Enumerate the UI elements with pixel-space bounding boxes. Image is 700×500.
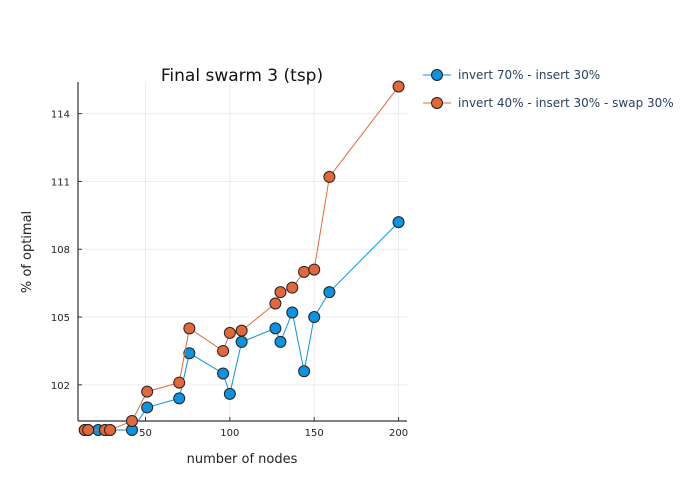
series-line (84, 86, 399, 431)
grid (78, 82, 407, 421)
data-point[interactable] (298, 265, 311, 278)
data-point[interactable] (298, 365, 311, 378)
legend-item-series-2[interactable]: invert 40% - insert 30% - swap 30% (423, 96, 674, 110)
legend-item-series-1[interactable]: invert 70% - insert 30% (423, 68, 600, 82)
data-point[interactable] (308, 311, 321, 324)
data-point[interactable] (141, 385, 154, 398)
y-tick-labels: 102 105 108 111 114 (51, 110, 82, 392)
data-point[interactable] (173, 376, 186, 389)
legend-marker-series-2 (431, 97, 443, 109)
data-point[interactable] (308, 263, 321, 276)
y-axis-title: % of optimal (20, 211, 35, 293)
data-point[interactable] (217, 344, 230, 357)
data-point[interactable] (323, 286, 336, 299)
y-tick-label: 102 (51, 381, 70, 392)
y-tick-label: 105 (51, 313, 70, 324)
data-point[interactable] (125, 415, 138, 427)
data-point[interactable] (323, 170, 336, 183)
series-2 (78, 80, 405, 437)
legend-label-series-2: invert 40% - insert 30% - swap 30% (458, 96, 674, 110)
data-point[interactable] (217, 367, 230, 380)
data-point[interactable] (223, 326, 236, 339)
data-point[interactable] (173, 392, 186, 405)
data-point[interactable] (235, 335, 248, 348)
series (78, 80, 405, 437)
legend-marker-series-1 (431, 69, 443, 81)
data-point[interactable] (183, 347, 196, 360)
data-point[interactable] (104, 424, 117, 437)
data-point[interactable] (286, 281, 299, 294)
y-tick-label: 114 (51, 110, 70, 121)
data-point[interactable] (183, 322, 196, 335)
x-axis-title: number of nodes (187, 452, 298, 467)
data-point[interactable] (392, 216, 405, 229)
data-point[interactable] (274, 335, 287, 348)
y-tick-label: 108 (51, 245, 70, 256)
x-tick-label: 50 (139, 428, 152, 439)
legend: invert 70% - insert 30% invert 40% - ins… (423, 68, 674, 110)
chart-title: Final swarm 3 (tsp) (161, 66, 323, 86)
data-point[interactable] (286, 306, 299, 319)
data-point[interactable] (269, 297, 282, 310)
x-tick-label: 150 (305, 428, 324, 439)
data-point[interactable] (82, 424, 95, 437)
x-tick-labels: 50 100 150 200 (139, 417, 408, 439)
data-point[interactable] (235, 324, 248, 337)
legend-label-series-1: invert 70% - insert 30% (458, 68, 600, 82)
x-tick-label: 200 (389, 428, 408, 439)
axes (77, 82, 407, 422)
data-point[interactable] (274, 286, 287, 299)
y-tick-label: 111 (51, 177, 70, 188)
data-point[interactable] (392, 80, 405, 93)
x-tick-label: 100 (220, 428, 239, 439)
data-point[interactable] (269, 322, 282, 335)
data-point[interactable] (223, 387, 236, 400)
data-point[interactable] (141, 401, 154, 414)
